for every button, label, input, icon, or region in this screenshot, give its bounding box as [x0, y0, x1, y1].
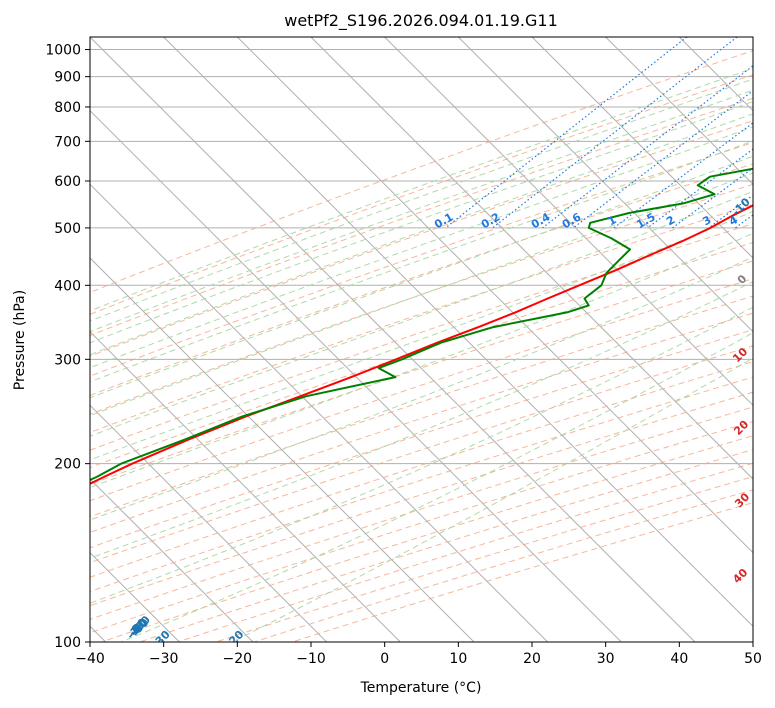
y-tick-label: 300: [54, 352, 81, 368]
dry-adiabat-line: [292, 502, 753, 642]
x-tick-label: 20: [523, 651, 541, 667]
x-tick-label: −10: [296, 651, 326, 667]
moist-adiabat-line: [120, 332, 753, 642]
x-tick-label: −20: [223, 651, 253, 667]
moist-adiabat-line: [90, 140, 753, 383]
moist-adiabat-line: [90, 113, 753, 356]
mixing-ratio-line: [672, 167, 753, 229]
moist-adiabat-line: [90, 67, 753, 312]
x-axis-label: Temperature (°C): [360, 680, 482, 696]
isotherm-line: [163, 37, 753, 628]
isotherm-line: [90, 404, 328, 642]
moist-adiabat-line: [90, 190, 753, 437]
dry-adiabat-line: [90, 361, 753, 578]
mixing-ratio-line: [613, 122, 753, 229]
x-tick-label: 40: [670, 651, 688, 667]
y-tick-label: 1000: [45, 43, 81, 59]
isotherm-line: [531, 37, 753, 259]
y-tick-label: 100: [54, 635, 81, 651]
isotherm-line: [236, 37, 753, 554]
x-tick-label: −40: [75, 651, 105, 667]
dry-adiabat-line: [90, 163, 753, 396]
dry-adiabat-line: [90, 120, 753, 357]
isotherm-line: [90, 109, 622, 642]
isotherm-line: [90, 183, 549, 642]
dry-adiabat-line: [139, 449, 753, 642]
moist-adiabat-line: [90, 306, 753, 604]
dry-adiabat-line: [90, 183, 753, 415]
moist-adiabat-line: [90, 155, 753, 399]
isotherm-line: [90, 37, 696, 642]
y-tick-label: 500: [54, 221, 81, 237]
x-axis-ticks: −40 −30 −20 −10 0 10 20 30 40 50: [75, 642, 762, 667]
isotherm-line: [384, 37, 753, 407]
moist-adiabat-line: [90, 101, 753, 344]
y-tick-label: 200: [54, 457, 81, 473]
dry-adiabat-line: [90, 50, 753, 293]
dry-adiabat-line: [90, 345, 753, 564]
x-tick-label: 10: [449, 651, 467, 667]
dry-adiabat-line: [90, 142, 753, 377]
mixing-ratio-line: [445, 37, 688, 229]
plot-frame: [89, 36, 754, 643]
dry-adiabat-line: [90, 329, 753, 549]
plot-area: 0.10.20.40.611.52346810131620253036-100-…: [90, 37, 753, 642]
mixing-ratio-line: [542, 65, 753, 229]
y-axis-ticks: 1000 900 800 700 600 500 400 300 200 100: [45, 43, 90, 651]
dry-adiabat-line: [90, 97, 753, 337]
y-tick-label: 400: [54, 278, 81, 294]
x-tick-label: 0: [380, 651, 389, 667]
temperature-line: [90, 204, 753, 485]
background-lines: [90, 37, 753, 642]
isotherm-line: [457, 37, 753, 333]
x-tick-label: −30: [149, 651, 179, 667]
dry-adiabat-line: [177, 462, 753, 642]
moist-adiabat-line: [90, 172, 753, 417]
x-tick-label: 50: [744, 651, 762, 667]
y-tick-label: 900: [54, 70, 81, 86]
y-tick-label: 700: [54, 134, 81, 150]
dry-adiabat-line: [215, 476, 753, 642]
isotherm-line: [310, 37, 753, 480]
isotherm-line: [605, 37, 753, 186]
data-series: [90, 167, 753, 485]
y-axis-label: Pressure (hPa): [12, 290, 28, 390]
isotherm-line: [90, 330, 401, 642]
y-tick-label: 600: [54, 174, 81, 190]
x-tick-label: 30: [597, 651, 615, 667]
chart-title: wetPf2_S196.2026.094.01.19.G11: [284, 11, 558, 31]
dry-adiabat-line: [101, 435, 753, 642]
dry-adiabat-line: [254, 489, 753, 642]
isotherm-line: [90, 257, 475, 642]
moist-adiabat-line: [90, 89, 753, 333]
dewpoint-line: [90, 167, 753, 482]
moist-adiabat-line: [90, 126, 753, 369]
y-tick-label: 800: [54, 100, 81, 116]
